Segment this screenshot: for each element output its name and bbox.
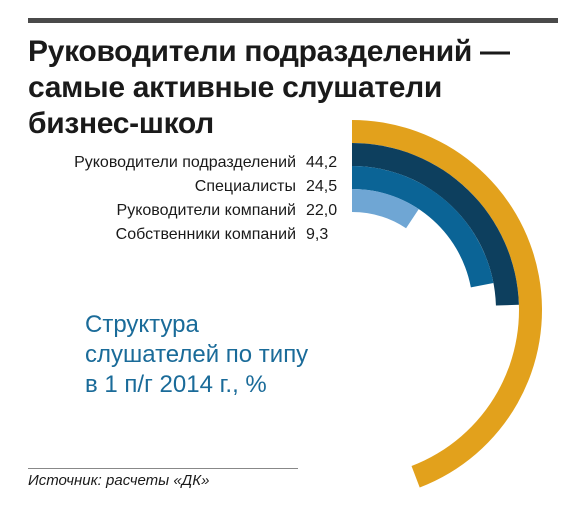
legend-label: Руководители подразделений [74, 154, 296, 171]
chart-title-line-1: Руководители подразделений — [28, 35, 510, 68]
chart-subtitle-line-1: Структура [85, 311, 199, 338]
radial-bar-2 [352, 143, 519, 306]
data-label: 22,0 [306, 202, 338, 219]
radial-bar-4 [352, 189, 419, 229]
legend-label: Руководители компаний [116, 202, 296, 219]
legend-label: Собственники компаний [115, 226, 296, 243]
radial-bar-1 [352, 120, 542, 488]
data-label: 44,2 [306, 154, 338, 171]
data-label: 24,5 [306, 178, 338, 195]
legend-row: Собственники компаний 9,3 [18, 224, 358, 248]
top-rule [28, 18, 558, 23]
chart-title-line-2: самые активные слушатели [28, 71, 443, 104]
legend: Руководители подразделений 44,2 Специали… [18, 152, 358, 248]
chart-subtitle-line-3: в 1 п/г 2014 г., % [85, 371, 267, 398]
chart-subtitle-line-2: слушателей по типу [85, 341, 309, 368]
radial-bar-3 [352, 166, 494, 288]
legend-row: Руководители компаний 22,0 [18, 200, 358, 224]
legend-row: Специалисты 24,5 [18, 176, 358, 200]
data-label: 9,3 [306, 226, 329, 243]
chart-title-line-3: бизнес-школ [28, 107, 214, 140]
chart-title: Руководители подразделений — самые актив… [28, 34, 558, 142]
legend-row: Руководители подразделений 44,2 [18, 152, 358, 176]
bottom-rule [28, 468, 298, 469]
source-note: Источник: расчеты «ДК» [28, 472, 210, 489]
chart-subtitle: Структура слушателей по типу в 1 п/г 201… [85, 310, 345, 400]
legend-label: Специалисты [194, 178, 296, 195]
